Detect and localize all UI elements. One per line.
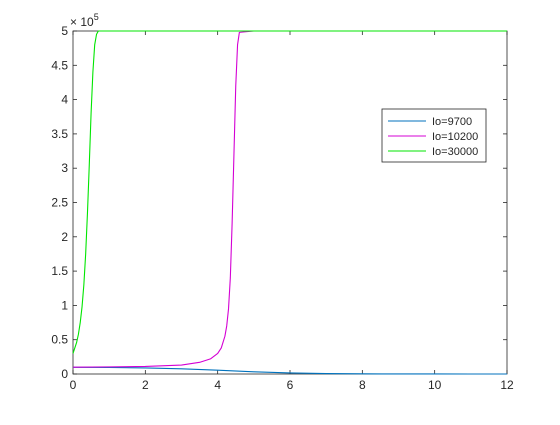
x-tick-label: 6 [287, 378, 294, 392]
legend: Io=9700 Io=10200 Io=30000 [381, 108, 487, 163]
x-tick-label: 10 [428, 378, 442, 392]
y-tick-label: 1.5 [51, 264, 68, 278]
series-line-1 [72, 366, 507, 375]
y-exponent-label: × 105 [70, 12, 99, 29]
x-tick-label: 2 [142, 378, 149, 392]
legend-label: Io=9700 [432, 116, 472, 128]
y-tick-label: 1 [61, 298, 68, 312]
x-tick-label: 8 [359, 378, 366, 392]
legend-label: Io=30000 [432, 146, 478, 158]
x-tick-label: 0 [70, 378, 77, 392]
y-tick-label: 3.5 [51, 127, 68, 141]
y-tick-label: 0 [61, 367, 68, 381]
series-group [72, 30, 507, 375]
y-exponent-base: × 10 [70, 15, 94, 29]
axes: 0 2 4 6 8 10 12 0 0.5 1 1.5 2 2.5 3 3.5 4 4.5 5× 105 [51, 12, 514, 392]
y-tick-label: 5 [61, 24, 68, 38]
y-exponent-power: 5 [94, 12, 99, 22]
series-line-3 [72, 30, 507, 354]
x-tick-label: 4 [214, 378, 221, 392]
y-tick-label: 2.5 [51, 196, 68, 210]
y-tick-label: 0.5 [51, 333, 68, 347]
y-tick-label: 4 [61, 93, 68, 107]
plot-area [72, 30, 508, 375]
y-tick-label: 4.5 [51, 58, 68, 72]
y-tick-label: 2 [61, 230, 68, 244]
x-tick-label: 12 [500, 378, 514, 392]
y-tick-label: 3 [61, 161, 68, 175]
legend-label: Io=10200 [432, 131, 478, 143]
